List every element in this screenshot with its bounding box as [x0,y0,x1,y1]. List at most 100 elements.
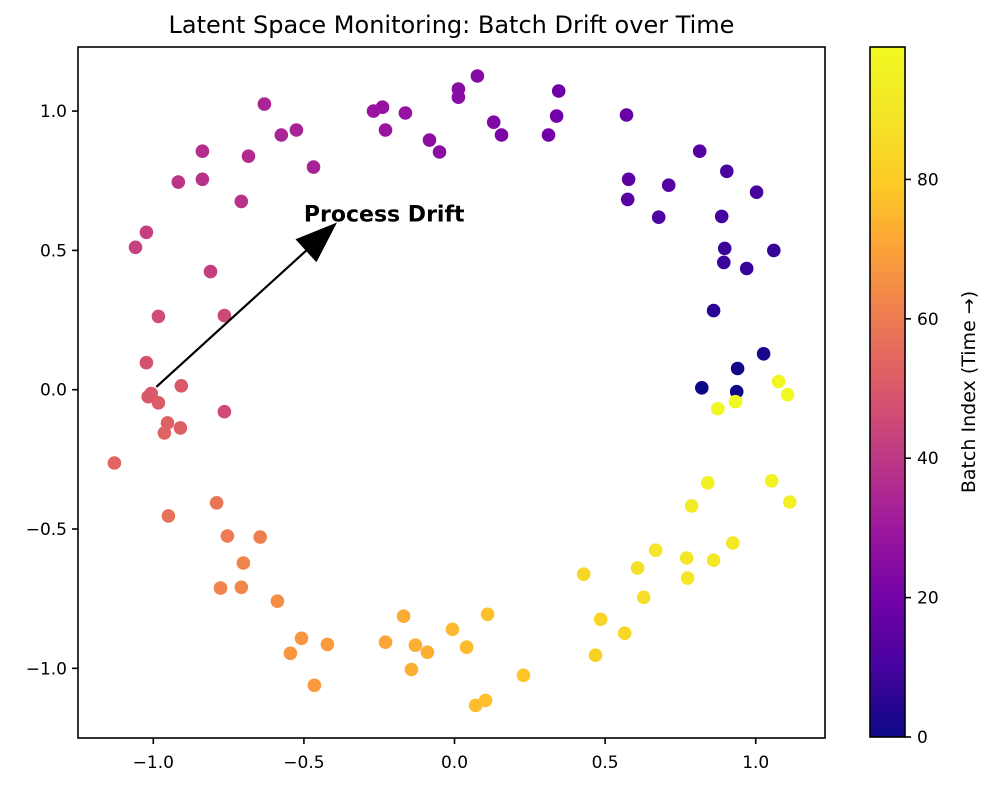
data-point [451,90,466,104]
data-point [253,530,267,544]
data-point [289,123,304,137]
data-point [398,106,413,120]
data-point [234,194,249,209]
x-tick-label: 1.0 [742,753,769,773]
drift-arrow-shaft [155,249,307,388]
data-point [404,662,419,677]
colorbar-tick-label: 0 [917,728,928,748]
data-point [203,264,218,279]
data-point [706,553,721,567]
data-point [551,84,566,98]
data-point [695,381,709,395]
data-point [739,261,754,276]
y-tick-label: −1.0 [26,659,67,679]
data-point [107,456,122,470]
data-point [720,164,734,179]
data-point [478,693,493,708]
data-point [648,543,663,557]
data-point [711,401,725,416]
data-point [139,355,154,370]
data-point [636,590,651,605]
x-tick-label: −0.5 [283,753,324,773]
data-point [234,580,249,595]
data-point [728,394,743,409]
data-point [257,97,272,111]
data-point [157,426,172,440]
drift-arrow-head [295,222,337,263]
data-point [141,389,155,404]
data-point [236,556,251,570]
data-point [422,133,437,147]
data-point [516,668,531,683]
data-point [128,240,143,255]
data-point [764,474,779,488]
data-point [294,631,309,646]
data-point [173,421,188,435]
data-point [378,123,393,137]
data-point [459,640,474,654]
data-point [494,128,509,142]
data-point [617,626,632,640]
data-point [396,609,411,623]
plot-spines [77,46,826,739]
colorbar-tick-label: 40 [917,449,939,469]
data-point [480,607,495,622]
x-tick-label: −1.0 [133,753,174,773]
data-point [307,678,322,693]
data-point [420,645,435,659]
data-point [771,374,786,389]
data-point [320,637,335,652]
y-tick-label: 1.0 [40,102,67,122]
data-point [749,185,764,199]
data-point [139,225,154,240]
data-point [432,145,447,159]
data-point [445,622,460,637]
data-point [209,496,224,510]
colorbar-axis-label: Batch Index (Time →) [958,291,980,493]
data-point [730,361,745,376]
data-point [274,128,289,142]
data-point [283,646,298,661]
data-point [588,648,603,662]
data-point [621,172,636,187]
y-tick-label: −0.5 [26,520,67,540]
data-point [174,379,189,393]
data-point [717,241,732,256]
colorbar-tick-label: 80 [917,170,939,190]
data-point [366,104,381,118]
data-point [195,144,210,158]
colorbar-tick-label: 60 [917,310,939,330]
x-tick-label: 0.5 [592,753,619,773]
y-tick-label: 0.5 [40,241,67,261]
data-point [756,347,771,361]
data-point [241,149,256,163]
data-point [217,308,232,323]
colorbar-frame [869,46,906,738]
data-point [620,192,635,207]
chart-title: Latent Space Monitoring: Batch Drift ove… [169,11,735,39]
data-point [767,243,781,258]
data-point [541,128,556,142]
data-point [306,160,321,174]
data-point [706,303,721,318]
colorbar-tick-label: 20 [917,589,939,609]
data-point [270,594,285,608]
data-point [161,509,176,523]
data-point [680,571,695,585]
data-point [661,178,676,192]
colorbar-bar [870,47,905,737]
data-point [780,387,795,402]
data-point [692,144,707,158]
data-point [593,612,608,627]
data-point [220,529,235,543]
data-point [729,384,744,399]
data-point [217,404,232,419]
data-point [408,638,423,652]
data-point [679,551,694,565]
data-point [651,210,666,224]
data-point [171,175,186,189]
data-point [486,115,501,129]
annotation-label: Process Drift [304,202,465,227]
data-point [630,561,645,575]
